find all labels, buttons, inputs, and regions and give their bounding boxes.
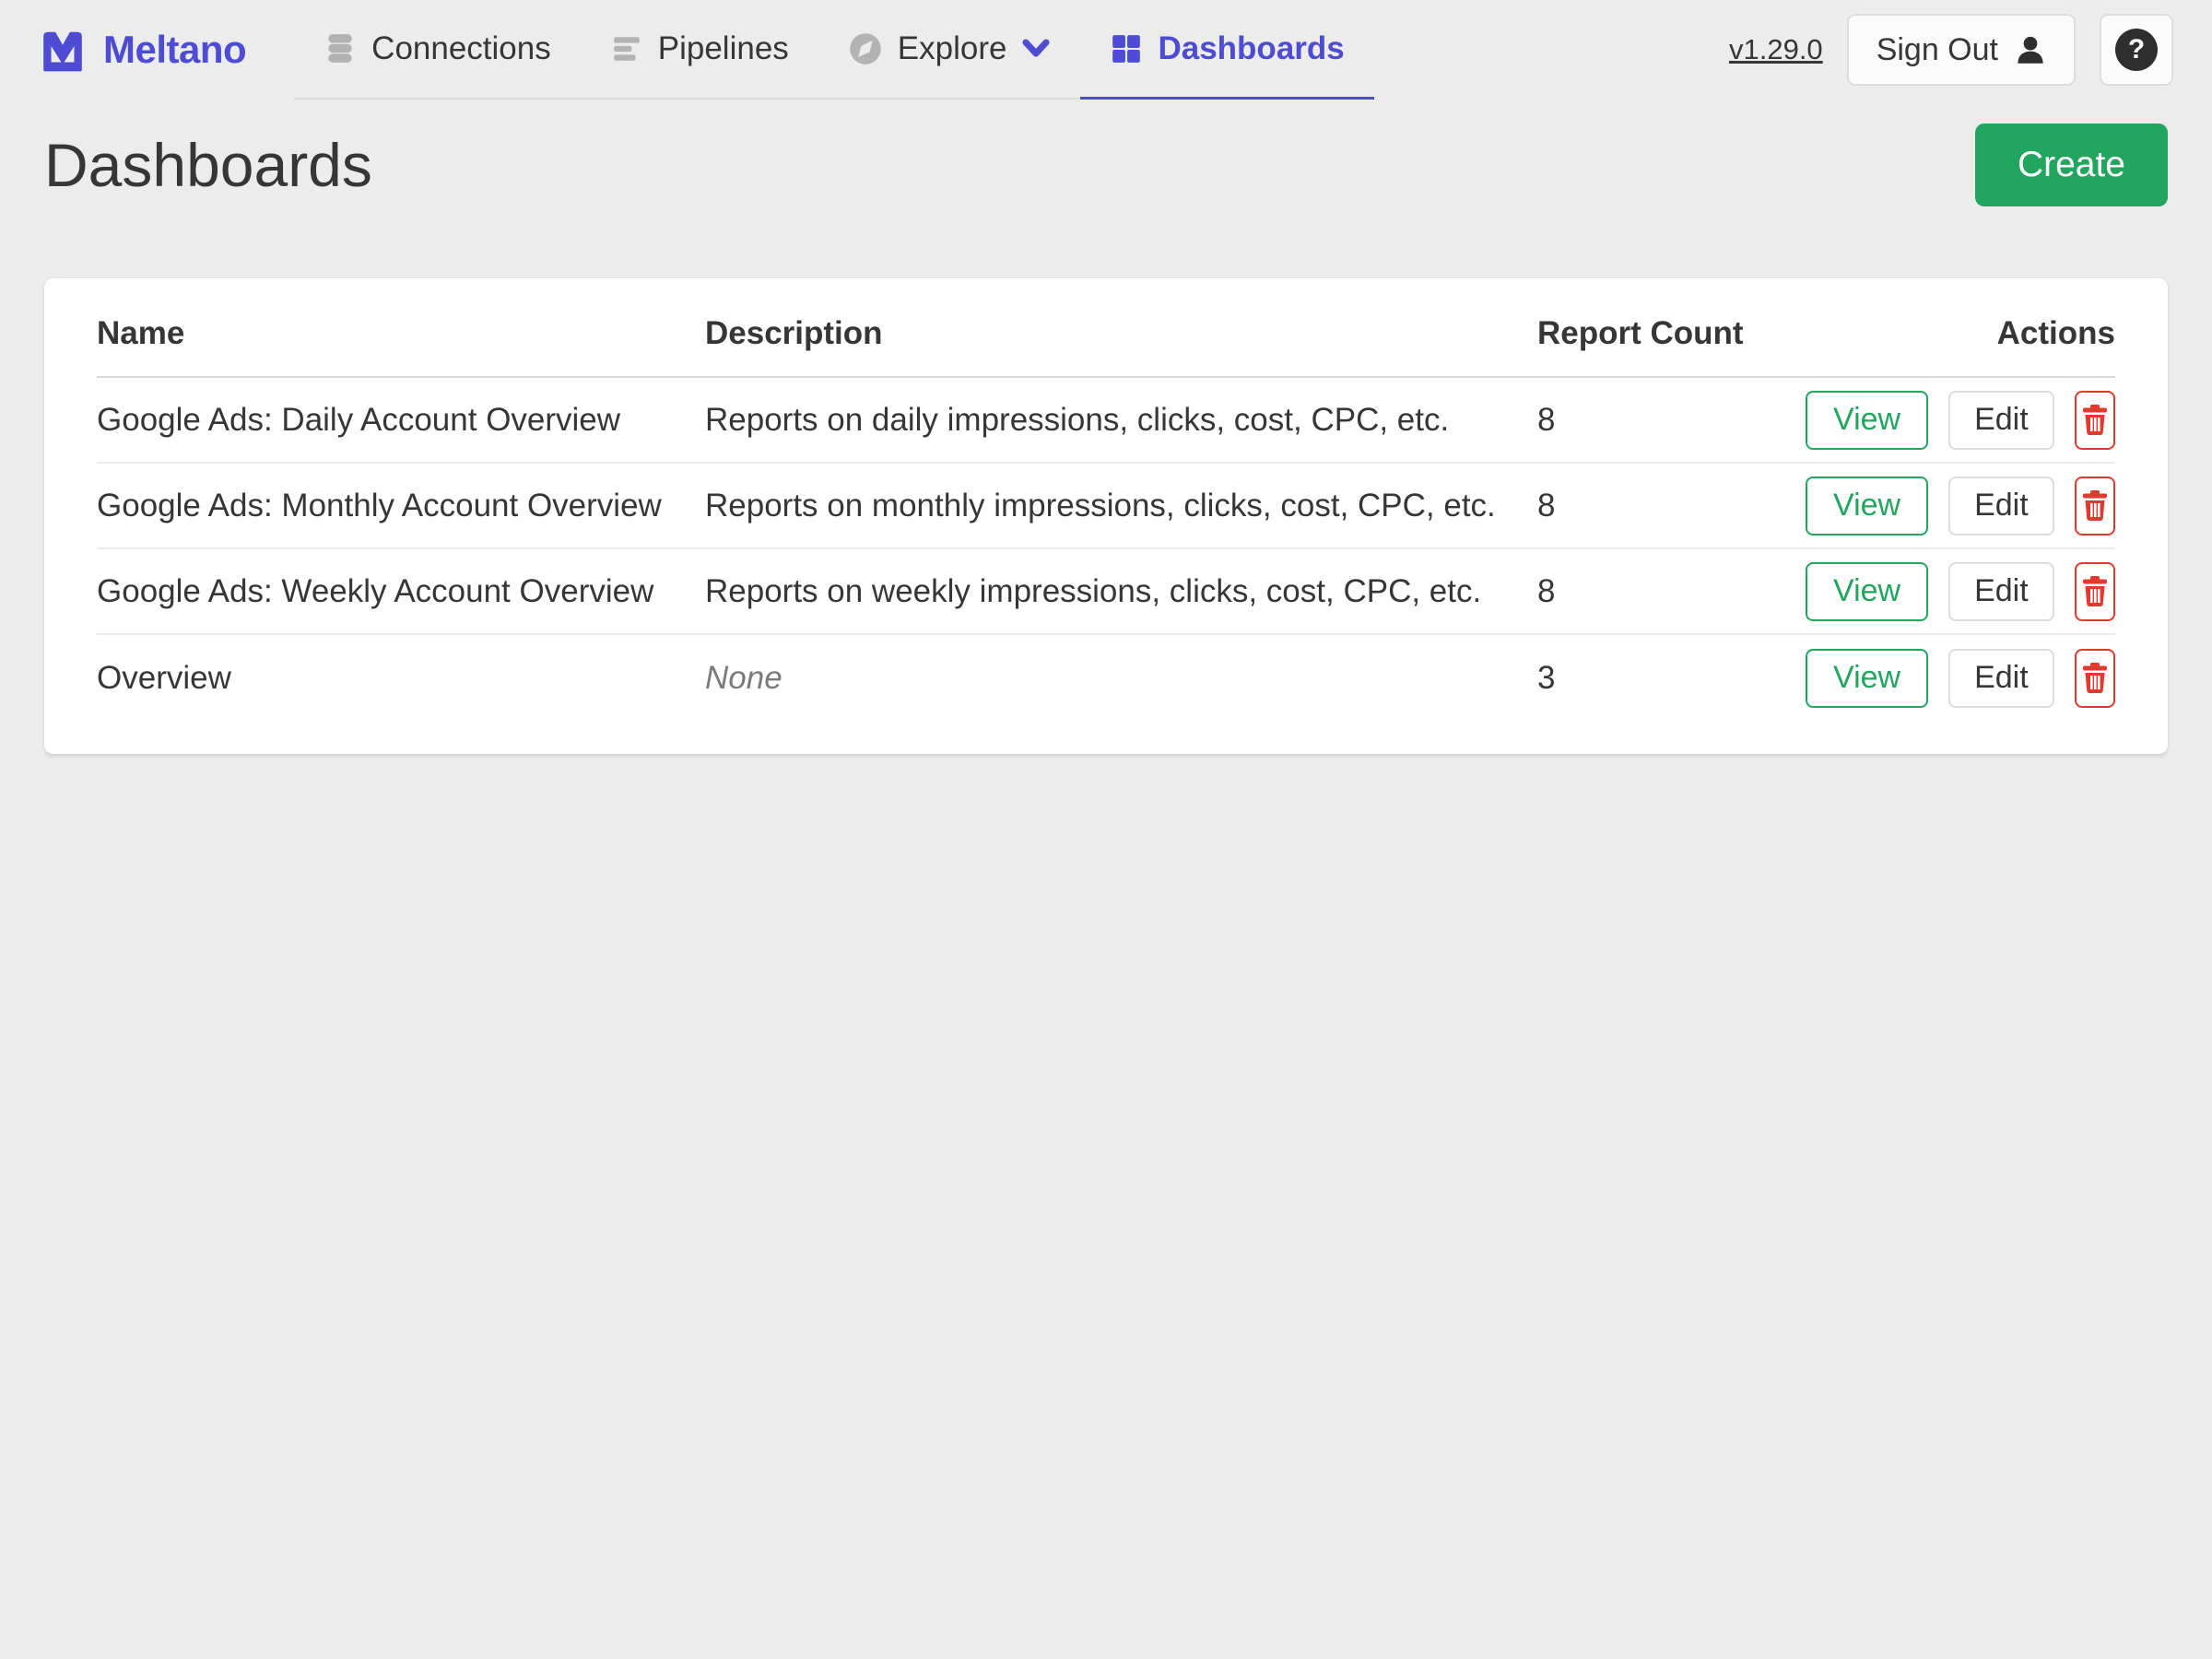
create-button[interactable]: Create (1974, 124, 2168, 206)
table-row: Google Ads: Monthly Account Overview Rep… (97, 464, 2115, 549)
user-icon (2015, 34, 2046, 65)
dashboard-name: Overview (97, 659, 231, 696)
dashboard-name: Google Ads: Monthly Account Overview (97, 487, 662, 524)
sign-out-label: Sign Out (1876, 31, 1998, 67)
main-content: Dashboards Create Name Description Repor… (0, 124, 2212, 754)
main-nav-tabs: Connections Pipelines Explore (294, 0, 1374, 100)
version-link[interactable]: v1.29.0 (1728, 33, 1823, 65)
table-row: Google Ads: Daily Account Overview Repor… (97, 378, 2115, 464)
row-actions: View Edit (1806, 648, 2115, 708)
row-actions: View Edit (1806, 561, 2115, 621)
dashboard-name: Google Ads: Daily Account Overview (97, 401, 621, 438)
delete-button[interactable] (2074, 390, 2115, 450)
dashboard-name: Google Ads: Weekly Account Overview (97, 572, 654, 609)
report-count: 8 (1537, 401, 1556, 438)
nav-tab-pipelines[interactable]: Pipelines (581, 0, 818, 100)
pipelines-icon (610, 32, 643, 65)
view-button[interactable]: View (1806, 561, 1929, 621)
brand[interactable]: Meltano (39, 0, 294, 100)
trash-icon (2081, 575, 2109, 607)
dashboard-description: None (705, 659, 782, 696)
nav-tab-explore[interactable]: Explore (818, 0, 1081, 100)
compass-icon (848, 31, 883, 66)
nav-tab-label: Connections (371, 29, 551, 66)
question-icon: ? (2115, 29, 2158, 71)
meltano-logo-icon (39, 26, 87, 74)
help-button[interactable]: ? (2100, 14, 2173, 86)
delete-button[interactable] (2074, 561, 2115, 621)
report-count: 8 (1537, 487, 1556, 524)
view-button[interactable]: View (1806, 648, 1929, 708)
view-button[interactable]: View (1806, 390, 1929, 450)
dashboard-description: Reports on weekly impressions, clicks, c… (705, 572, 1482, 609)
database-icon (324, 32, 357, 65)
delete-button[interactable] (2074, 476, 2115, 535)
brand-name: Meltano (103, 28, 247, 71)
navbar-right: v1.29.0 Sign Out ? (1729, 0, 2173, 100)
delete-button[interactable] (2074, 648, 2115, 708)
column-header-actions: Actions (1996, 315, 2115, 351)
edit-button[interactable]: Edit (1948, 476, 2054, 535)
dashboards-table-card: Name Description Report Count Actions Go… (44, 278, 2168, 754)
edit-button[interactable]: Edit (1948, 561, 2054, 621)
grid-icon (1110, 32, 1143, 65)
column-header-description: Description (705, 315, 883, 351)
dashboard-description: Reports on monthly impressions, clicks, … (705, 487, 1496, 524)
nav-tab-label: Explore (897, 29, 1007, 66)
trash-icon (2081, 404, 2109, 436)
nav-tab-dashboards[interactable]: Dashboards (1080, 0, 1374, 100)
chevron-down-icon (1021, 39, 1051, 59)
table-header-row: Name Description Report Count Actions (97, 278, 2115, 378)
row-actions: View Edit (1806, 390, 2115, 450)
table-row: Overview None 3 View Edit (97, 635, 2115, 721)
sign-out-button[interactable]: Sign Out (1846, 14, 2076, 86)
column-header-report-count: Report Count (1537, 315, 1744, 351)
nav-tab-label: Pipelines (657, 29, 789, 66)
nav-tab-connections[interactable]: Connections (294, 0, 581, 100)
report-count: 3 (1537, 659, 1556, 696)
view-button[interactable]: View (1806, 476, 1929, 535)
report-count: 8 (1537, 572, 1556, 609)
dashboard-description: Reports on daily impressions, clicks, co… (705, 401, 1450, 438)
column-header-name: Name (97, 315, 185, 351)
edit-button[interactable]: Edit (1948, 390, 2054, 450)
page-header: Dashboards Create (44, 124, 2168, 206)
trash-icon (2081, 662, 2109, 694)
table-row: Google Ads: Weekly Account Overview Repo… (97, 549, 2115, 635)
row-actions: View Edit (1806, 476, 2115, 535)
edit-button[interactable]: Edit (1948, 648, 2054, 708)
nav-tab-label: Dashboards (1158, 29, 1345, 66)
page-title: Dashboards (44, 131, 372, 199)
trash-icon (2081, 489, 2109, 522)
top-navbar: Meltano Connections Pipelines (0, 0, 2212, 100)
